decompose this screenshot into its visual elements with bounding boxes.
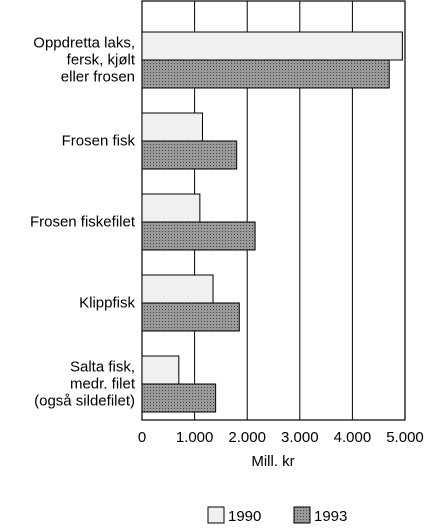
x-tick-label: 3.000	[281, 429, 319, 446]
bar	[141, 31, 403, 61]
bar	[141, 274, 214, 304]
category-label: Oppdretta laks, fersk, kjølt eller frose…	[33, 34, 135, 86]
bar	[141, 112, 203, 142]
bar	[141, 383, 217, 413]
legend-swatch	[293, 506, 311, 524]
x-tick-label: 2.000	[228, 429, 266, 446]
bar	[141, 140, 238, 170]
category-label: Frosen fisk	[61, 132, 135, 150]
x-axis-label: Mill. kr	[251, 453, 294, 470]
bar	[141, 193, 201, 223]
category-label: Frosen fiskefilet	[29, 213, 135, 231]
bar	[141, 302, 240, 332]
legend-swatch	[207, 506, 225, 524]
x-tick-label: 1.000	[176, 429, 214, 446]
x-tick-label: 5.000	[386, 429, 424, 446]
legend-label: 1990	[228, 508, 261, 525]
x-tick-label: 0	[138, 429, 146, 446]
category-label: Klippfisk	[79, 294, 135, 312]
bar	[141, 221, 256, 251]
bar	[141, 59, 390, 89]
legend-label: 1993	[314, 508, 347, 525]
category-label: Salta fisk, medr. filet (også sildefilet…	[34, 358, 135, 410]
bar	[141, 355, 180, 385]
x-tick-label: 4.000	[334, 429, 372, 446]
